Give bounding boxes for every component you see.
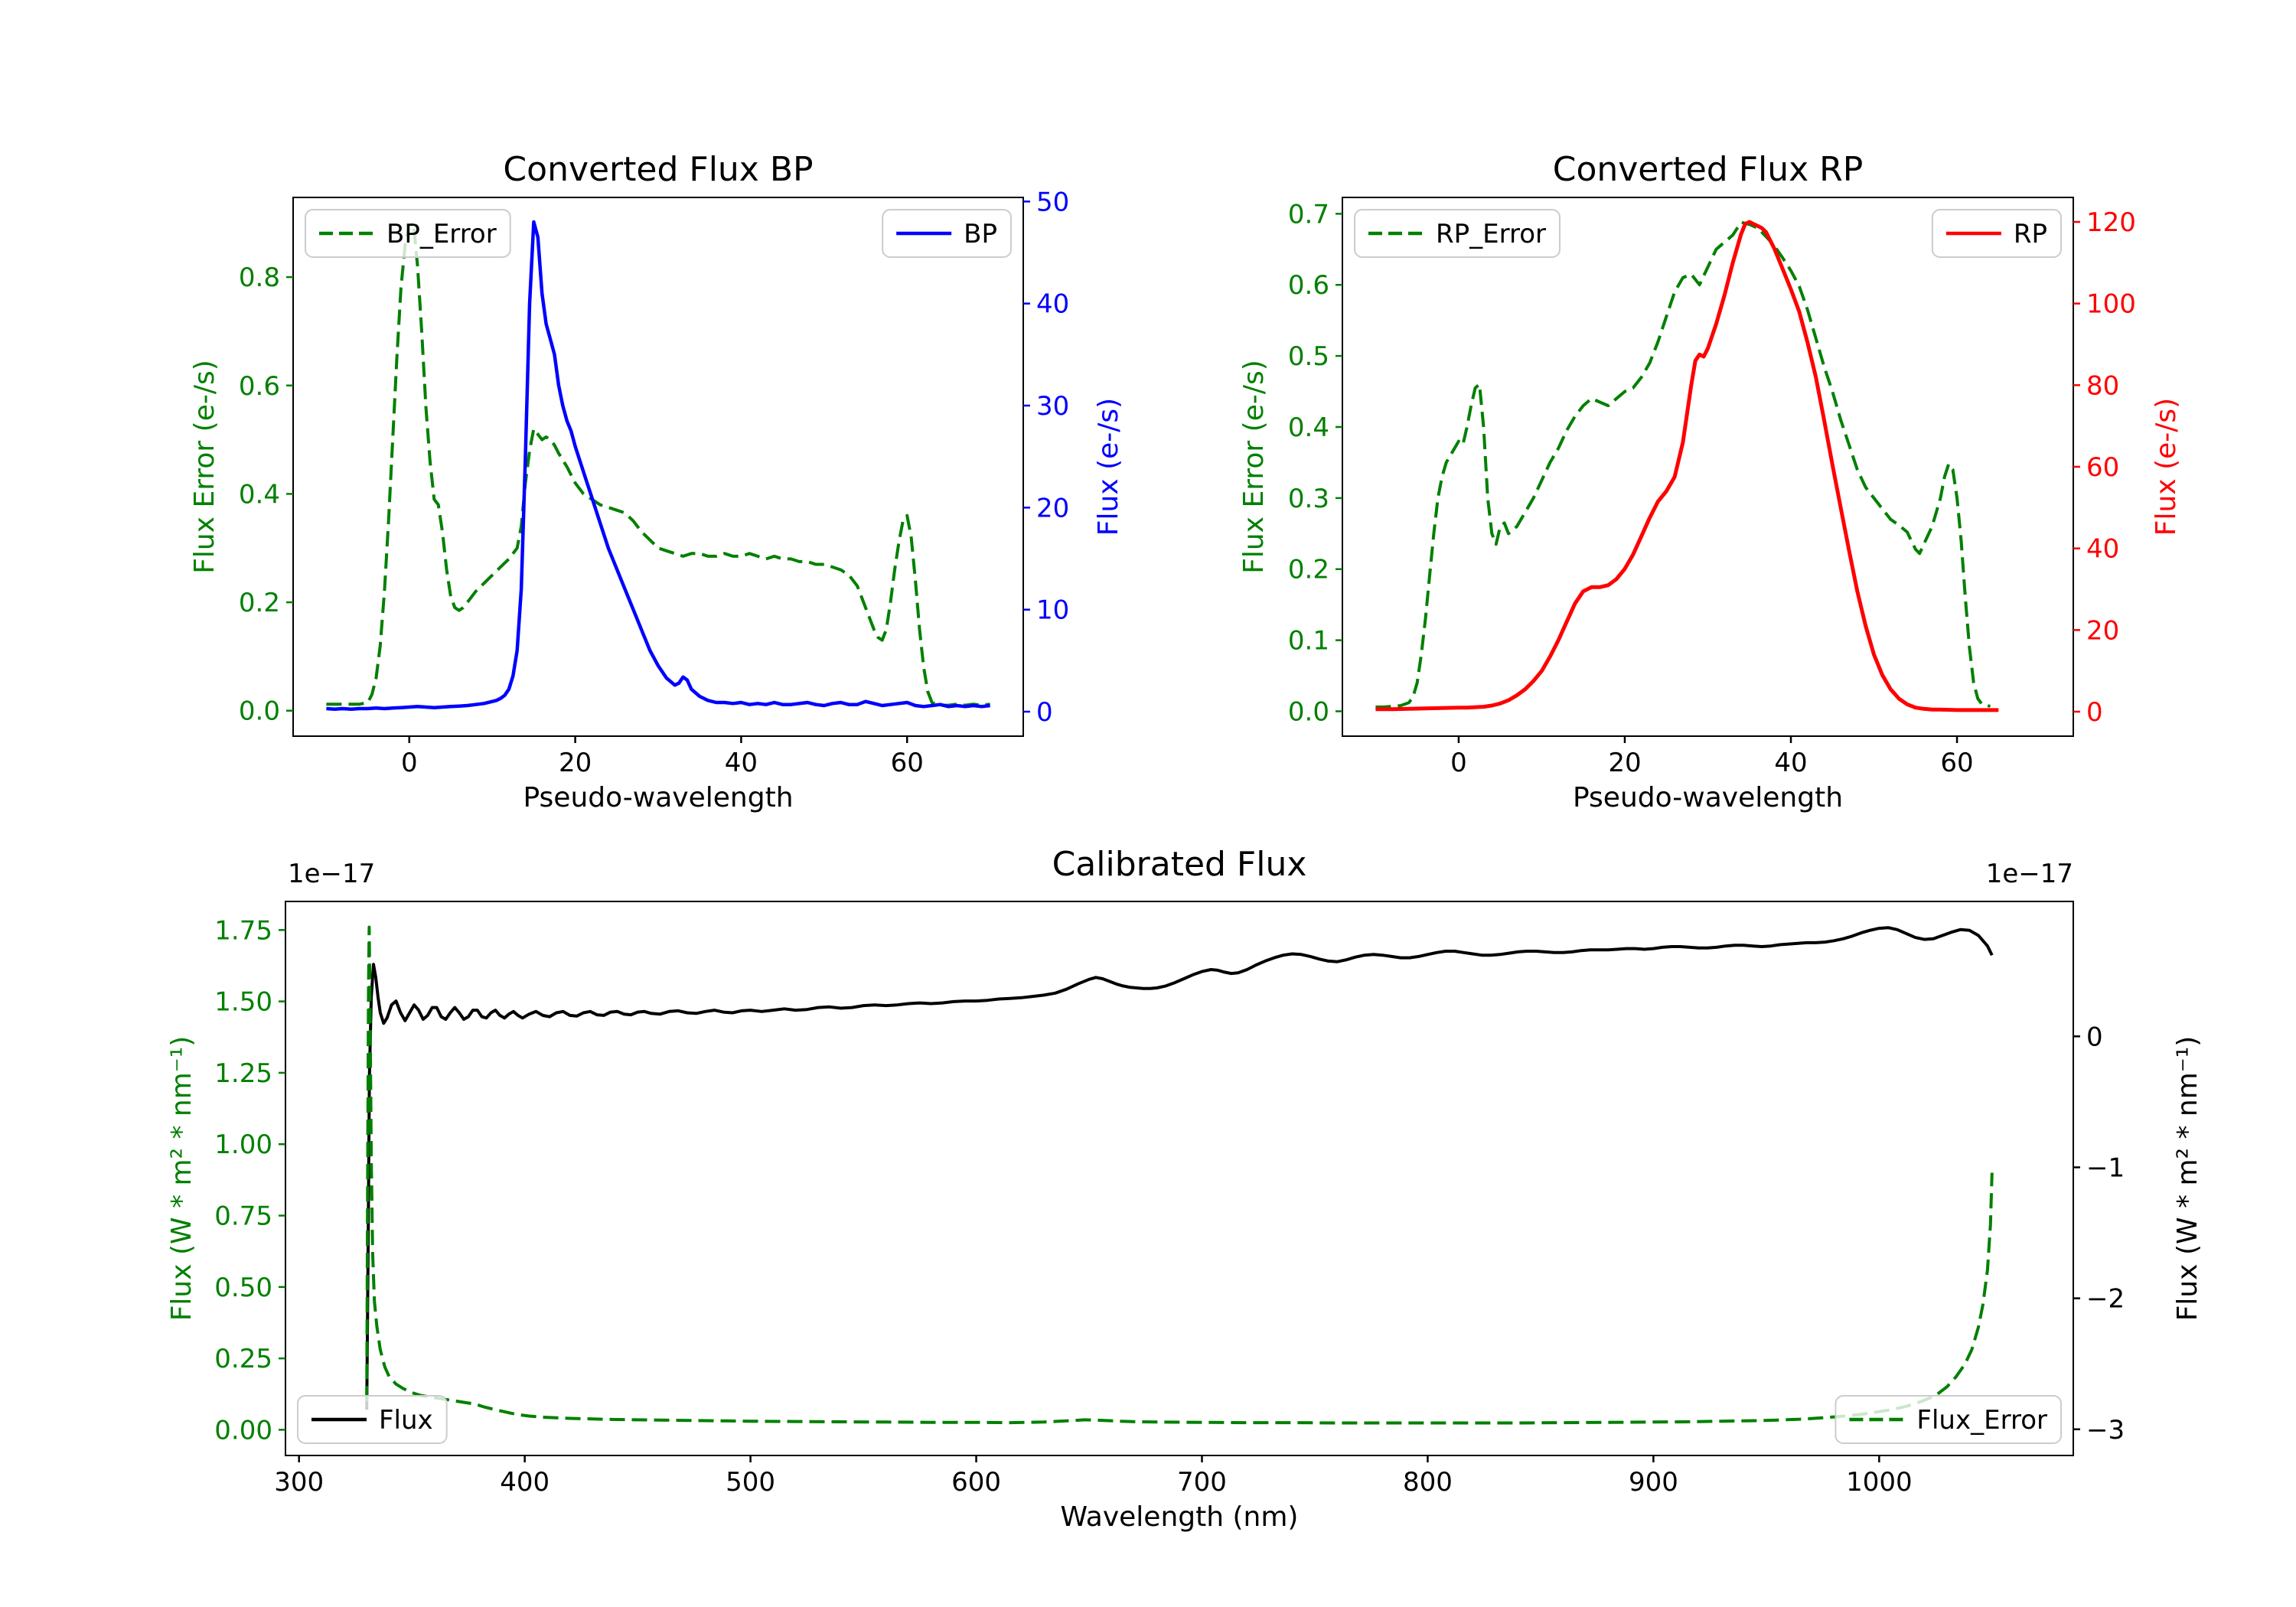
- cal-left-tick-label: 0.75: [214, 1201, 272, 1232]
- bp-right-tick-label: 40: [1036, 289, 1069, 320]
- bp-x-tick-label: 60: [891, 748, 924, 778]
- bp-x-tick-label: 40: [725, 748, 758, 778]
- rp-chart-title: Converted Flux RP: [1552, 150, 1864, 189]
- bp-series-BP_Error: [326, 221, 990, 707]
- bp-legend-box: [305, 209, 511, 258]
- bp-left-tick-label: 0.8: [239, 262, 280, 293]
- cal-x-tick-label: 800: [1403, 1467, 1453, 1498]
- rp-left-yaxis-label: Flux Error (e-/s): [1238, 360, 1270, 574]
- rp-right-tick-label: 120: [2086, 207, 2136, 238]
- bp-series-BP: [326, 220, 990, 711]
- rp-left-tick-label: 0.2: [1288, 555, 1329, 585]
- bp-left-tick-label: 0.4: [239, 479, 280, 510]
- cal-left-tick-label: 1.25: [214, 1058, 272, 1089]
- bp-right-tick-label: 30: [1036, 391, 1069, 422]
- cal-legend-box: [1835, 1395, 2062, 1444]
- cal-x-tick-label: 400: [500, 1467, 550, 1498]
- cal-series-Flux_Error: [365, 925, 1994, 1425]
- rp-right-tick-label: 60: [2086, 452, 2119, 483]
- bp-chart-title: Converted Flux BP: [503, 150, 814, 189]
- bp-x-tick-label: 0: [401, 748, 418, 778]
- rp-x-tick-label: 0: [1450, 748, 1467, 778]
- bp-legend-label-BP: BP: [964, 219, 997, 249]
- cal-left-yaxis-label: Flux (W * m² * nm⁻¹): [166, 1035, 197, 1322]
- cal-x-tick-label: 500: [726, 1467, 775, 1498]
- cal-x-tick-label: 1000: [1846, 1467, 1913, 1498]
- cal-xaxis-label: Wavelength (nm): [1060, 1501, 1299, 1533]
- rp-series-RP: [1375, 220, 1999, 712]
- rp-left-tick-label: 0.3: [1288, 484, 1329, 514]
- cal-right-offset-text: 1e−17: [1985, 859, 2073, 889]
- bp-left-tick-label: 0.0: [239, 696, 280, 727]
- bp-chart: 0 20 40 60 0.0 0.2 0.4 0.6 0.8 0 10 20 30 40 50 BP_Erro…: [239, 187, 1069, 778]
- cal-right-tick-label: −3: [2086, 1415, 2125, 1446]
- cal-spines: [285, 901, 2074, 1456]
- rp-chart: 0 20 40 60 0.0 0.1 0.2 0.3 0.4 0.5 0.6 0.7 0 20 40 60 80…: [1288, 197, 2136, 778]
- cal-x-tick-label: 700: [1177, 1467, 1227, 1498]
- rp-right-tick-label: 40: [2086, 534, 2119, 565]
- cal-left-tick-label: 0.00: [214, 1415, 272, 1446]
- cal-left-tick-label: 1.50: [214, 987, 272, 1018]
- bp-right-yaxis-label: Flux (e-/s): [1093, 397, 1124, 536]
- rp-series-RP_Error: [1375, 220, 1991, 709]
- rp-legend-label-RP: RP: [2014, 219, 2047, 249]
- bp-right-tick-label: 0: [1036, 697, 1053, 728]
- cal-left-offset-text: 1e−17: [288, 859, 376, 889]
- cal-chart-title: Calibrated Flux: [1052, 845, 1307, 884]
- cal-x-tick-label: 900: [1629, 1467, 1678, 1498]
- cal-left-tick-label: 1.75: [214, 915, 272, 946]
- rp-x-tick-label: 60: [1940, 748, 1973, 778]
- rp-right-tick-label: 80: [2086, 370, 2119, 401]
- cal-left-tick-label: 1.00: [214, 1129, 272, 1160]
- rp-right-tick-label: 0: [2086, 697, 2103, 728]
- cal-left-tick-label: 0.25: [214, 1344, 272, 1374]
- bp-left-tick-label: 0.2: [239, 588, 280, 618]
- rp-right-tick-label: 20: [2086, 615, 2119, 646]
- rp-left-tick-label: 0.5: [1288, 341, 1329, 372]
- bp-legend-label-BP_Error: BP_Error: [386, 219, 497, 249]
- cal-right-tick-label: 0: [2086, 1022, 2103, 1052]
- cal-chart: 300 400 500 600 700 800 900 1000 0.00 0.25 0.50 0.7…: [214, 901, 2125, 1498]
- cal-right-tick-label: −1: [2086, 1152, 2125, 1183]
- bp-right-tick-label: 50: [1036, 187, 1069, 217]
- rp-x-tick-label: 40: [1774, 748, 1807, 778]
- cal-right-tick-label: −2: [2086, 1284, 2125, 1315]
- rp-spines: [1342, 197, 2074, 737]
- cal-x-tick-label: 600: [951, 1467, 1001, 1498]
- rp-left-tick-label: 0.0: [1288, 696, 1329, 727]
- bp-right-tick-label: 10: [1036, 595, 1069, 626]
- rp-legend-box: [1354, 209, 1561, 258]
- rp-xaxis-label: Pseudo-wavelength: [1572, 782, 1844, 813]
- rp-legend-label-RP_Error: RP_Error: [1436, 219, 1546, 249]
- rp-x-tick-label: 20: [1608, 748, 1641, 778]
- bp-xaxis-label: Pseudo-wavelength: [523, 782, 794, 813]
- bp-spines: [292, 197, 1024, 737]
- rp-left-tick-label: 0.6: [1288, 270, 1329, 301]
- bp-left-yaxis-label: Flux Error (e-/s): [189, 360, 220, 574]
- bp-x-tick-label: 20: [559, 748, 592, 778]
- rp-left-tick-label: 0.4: [1288, 412, 1329, 443]
- cal-legend-box: [297, 1395, 448, 1444]
- bp-left-tick-label: 0.6: [239, 371, 280, 402]
- cal-right-yaxis-label: Flux (W * m² * nm⁻¹): [2172, 1035, 2203, 1322]
- rp-right-tick-label: 100: [2086, 289, 2136, 320]
- rp-right-yaxis-label: Flux (e-/s): [2151, 397, 2182, 536]
- rp-left-tick-label: 0.1: [1288, 626, 1329, 657]
- cal-legend-label-Flux: Flux: [379, 1405, 433, 1436]
- cal-legend-label-Flux_Error: Flux_Error: [1916, 1405, 2047, 1436]
- cal-series-Flux: [365, 926, 1994, 1410]
- cal-left-tick-label: 0.50: [214, 1273, 272, 1303]
- rp-left-tick-label: 0.7: [1288, 199, 1329, 230]
- cal-x-tick-label: 300: [274, 1467, 324, 1498]
- bp-right-tick-label: 20: [1036, 493, 1069, 523]
